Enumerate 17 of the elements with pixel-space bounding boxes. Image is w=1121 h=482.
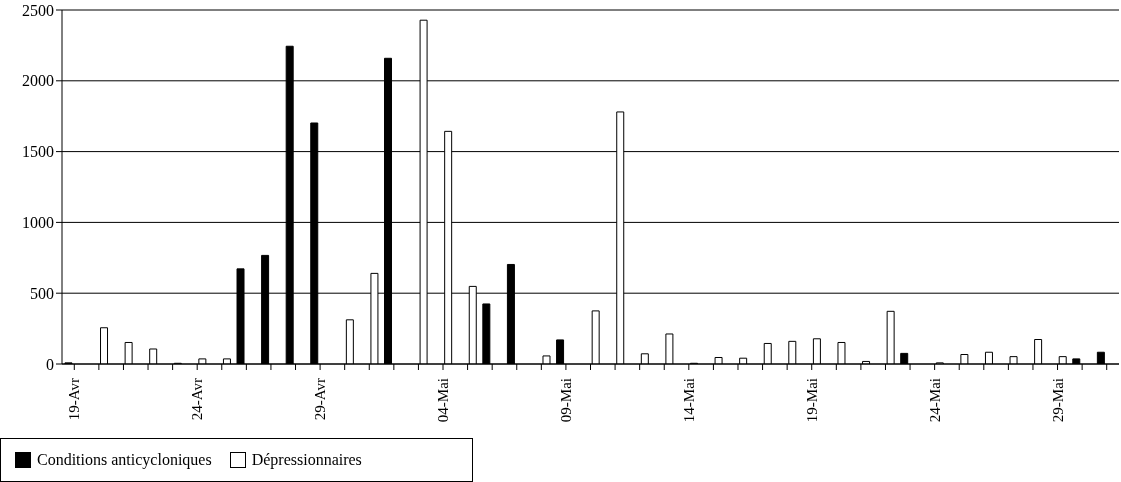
- x-tick-label: 19-Avr: [66, 378, 83, 421]
- y-tick-label: 1500: [22, 143, 54, 161]
- legend-label: Dépressionnaires: [250, 451, 362, 469]
- x-tick-label: 19-Mai: [803, 378, 820, 423]
- x-tick-label: 09-Mai: [557, 378, 574, 423]
- x-tick-label: 14-Mai: [680, 378, 697, 423]
- x-tick-label: 29-Avr: [312, 378, 329, 421]
- x-tick-label: 24-Mai: [926, 378, 943, 423]
- x-tick-label: 29-Mai: [1049, 378, 1066, 423]
- x-tick-label: 04-Mai: [435, 378, 452, 423]
- y-tick-label: 1000: [22, 214, 54, 232]
- x-tick-label: 24-Avr: [189, 378, 206, 421]
- y-tick-label: 2000: [22, 72, 54, 90]
- y-tick-label: 2500: [22, 1, 54, 19]
- legend-label: Conditions anticycloniques: [36, 451, 212, 469]
- y-tick-label: 0: [46, 355, 54, 373]
- y-tick-label: 500: [30, 284, 54, 302]
